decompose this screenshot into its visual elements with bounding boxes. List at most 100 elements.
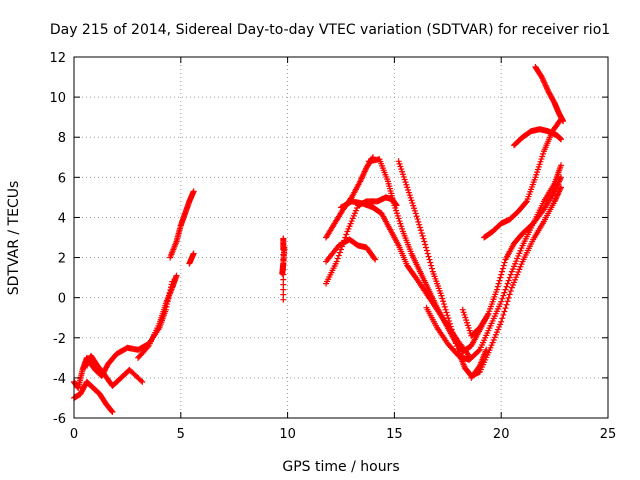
data-point: [500, 311, 507, 318]
data-point: [345, 225, 352, 232]
data-point: [419, 232, 426, 239]
x-tick-label: 25: [600, 427, 617, 442]
data-point: [506, 274, 513, 281]
data-point: [350, 212, 357, 219]
data-point: [507, 271, 514, 278]
data-point: [428, 262, 435, 269]
data-point: [402, 179, 409, 186]
data-point: [499, 315, 506, 322]
data-point: [398, 223, 405, 230]
axis-ticks: 0 5 10 15 20 25 -6 -4 -2 0 2 4 6 8 10 12: [49, 51, 616, 442]
data-point: [410, 202, 417, 209]
data-point: [413, 213, 420, 220]
data-point: [446, 317, 453, 324]
data-point: [452, 337, 459, 344]
data-point: [280, 281, 287, 288]
data-point: [399, 225, 406, 232]
data-point: [499, 295, 506, 302]
data-point: [560, 118, 567, 125]
data-point: [280, 296, 287, 303]
y-tick-label: 6: [58, 171, 66, 186]
data-point: [452, 340, 459, 347]
data-point: [280, 286, 287, 293]
data-point: [280, 276, 287, 283]
data-point: [558, 162, 565, 169]
data-point: [400, 173, 407, 180]
data-point: [421, 238, 428, 245]
data-point: [338, 246, 344, 253]
data-point: [522, 199, 529, 206]
x-tick-label: 15: [386, 427, 403, 442]
data-point: [441, 303, 448, 310]
data-point: [532, 174, 539, 181]
data-point: [464, 322, 471, 329]
data-point: [405, 189, 412, 196]
data-point: [280, 291, 287, 298]
data-point: [539, 153, 546, 160]
data-point: [422, 241, 429, 248]
data-point: [351, 210, 358, 217]
data-point: [448, 326, 455, 333]
data-point: [393, 210, 400, 217]
data-point: [405, 186, 412, 193]
data-point: [538, 156, 545, 163]
data-point: [495, 280, 502, 287]
data-point: [396, 160, 403, 167]
data-point: [454, 346, 461, 353]
data-point: [398, 166, 405, 173]
data-point: [496, 277, 503, 284]
data-point: [426, 256, 433, 263]
data-point: [346, 223, 353, 230]
data-point: [558, 136, 565, 143]
data-point: [504, 280, 511, 287]
data-point: [499, 265, 506, 272]
data-point: [444, 312, 451, 319]
data-point: [138, 377, 145, 384]
data-point: [453, 343, 460, 350]
data-point: [501, 289, 508, 296]
y-tick-label: -4: [53, 372, 66, 387]
x-tick-label: 10: [279, 427, 296, 442]
data-point: [446, 320, 453, 327]
data-point: [397, 220, 404, 227]
data-marks: [71, 64, 567, 415]
x-tick-label: 0: [70, 427, 78, 442]
data-point: [418, 230, 425, 237]
data-point: [558, 174, 565, 181]
data-point: [447, 323, 454, 330]
data-point: [493, 286, 500, 293]
y-tick-label: 4: [58, 211, 66, 226]
data-point: [512, 260, 519, 267]
data-point: [280, 261, 287, 268]
data-point: [511, 279, 518, 286]
data-point: [280, 251, 287, 258]
data-point: [511, 263, 518, 270]
data-point: [349, 215, 356, 222]
data-point: [280, 266, 287, 273]
data-point: [513, 274, 520, 281]
data-point: [190, 188, 197, 195]
data-point: [508, 268, 515, 275]
data-point: [423, 247, 430, 254]
data-point: [492, 331, 499, 338]
data-point: [464, 319, 471, 326]
x-axis-label: GPS time / hours: [282, 459, 399, 475]
data-point: [513, 258, 520, 265]
y-tick-label: -2: [53, 332, 66, 347]
data-point: [496, 323, 503, 330]
data-point: [344, 228, 351, 235]
data-point: [503, 301, 510, 308]
data-point: [450, 331, 457, 338]
data-point: [500, 292, 507, 299]
data-point: [393, 207, 400, 214]
data-point: [503, 283, 510, 290]
data-point: [502, 305, 509, 312]
data-point: [440, 298, 447, 305]
data-point: [428, 265, 435, 272]
data-point: [490, 336, 497, 343]
data-point: [509, 282, 516, 289]
data-point: [372, 256, 379, 263]
grid: [74, 57, 608, 418]
y-axis-label: SDTVAR / TECUs: [6, 181, 22, 296]
chart-title: Day 215 of 2014, Sidereal Day-to-day VTE…: [50, 22, 610, 38]
